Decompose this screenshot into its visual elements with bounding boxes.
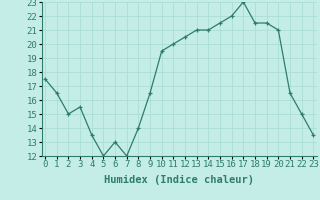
X-axis label: Humidex (Indice chaleur): Humidex (Indice chaleur)	[104, 175, 254, 185]
